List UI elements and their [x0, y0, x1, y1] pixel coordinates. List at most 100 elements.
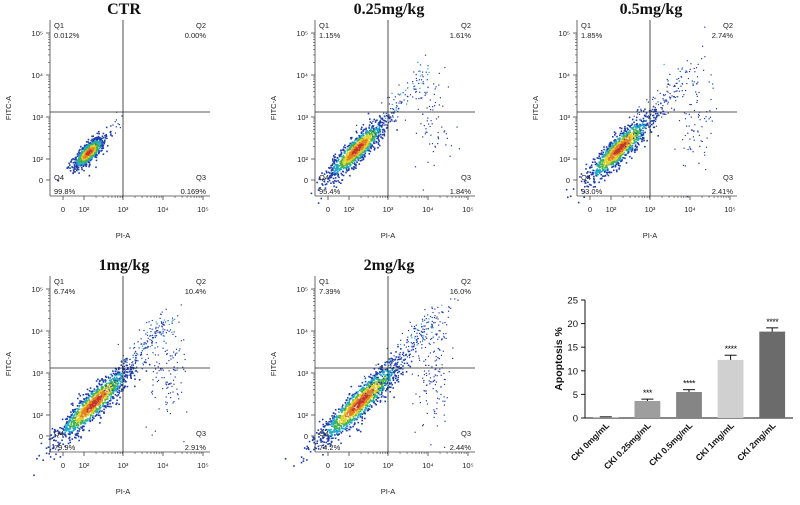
quadrant-q3-name: Q3: [461, 173, 471, 182]
y-tick-label: 10²: [32, 411, 43, 420]
x-tick-label: 0: [588, 205, 592, 214]
quadrant-q1-name: Q1: [319, 277, 329, 286]
significance-marker: ****: [683, 379, 696, 389]
x-tick-label: 0: [326, 461, 330, 470]
scatter-points: [284, 298, 459, 467]
quadrant-q2-value: 2.74%: [712, 31, 734, 40]
panel-title: 0.5mg/kg: [620, 1, 683, 18]
x-tick-label: 10²: [344, 461, 355, 470]
significance-marker: ****: [725, 344, 738, 354]
x-tick-label: 0: [326, 205, 330, 214]
x-tick-label: 10³: [383, 205, 394, 214]
bar-y-tick-label: 0: [573, 414, 578, 425]
scatter-points: [565, 26, 718, 204]
y-tick-label: 10⁵: [32, 29, 43, 38]
quadrant-q1-value: 7.39%: [319, 287, 341, 296]
bar: [717, 359, 744, 418]
x-tick-label: 10⁵: [462, 461, 473, 470]
bar-y-tick-label: 20: [567, 319, 578, 330]
y-tick-label: 10²: [559, 155, 570, 164]
scatter-points: [33, 304, 188, 477]
y-tick-label: 0: [39, 176, 43, 185]
y-tick-label: 10⁵: [32, 285, 43, 294]
quadrant-q3-name: Q3: [723, 173, 733, 182]
quadrant-q2-name: Q2: [461, 21, 471, 30]
x-tick-label: 10³: [118, 461, 129, 470]
quadrant-q1-value: 0.012%: [54, 31, 80, 40]
significance-marker: ****: [766, 317, 779, 327]
quadrant-q1-name: Q1: [319, 21, 329, 30]
quadrant-q3-value: 2.44%: [450, 443, 472, 452]
quadrant-q2-value: 1.61%: [450, 31, 472, 40]
apoptosis-bar-chart: 0 5 10 15 20 25 Apoptosis % CKI 0mg/mL *** CKI 0.…: [553, 296, 793, 471]
quadrant-q3-name: Q3: [196, 429, 206, 438]
x-tick-label: 10³: [118, 205, 129, 214]
bar-y-tick-label: 10: [567, 366, 578, 377]
quadrant-q3-value: 2.91%: [185, 443, 207, 452]
bar-category-label: CKI 1mg/mL: [693, 420, 736, 463]
quadrant-q2-name: Q2: [461, 277, 471, 286]
y-axis-label: FITC-A: [531, 96, 540, 120]
flow-plot-0-5mg: 0.5mg/kg 0 10² 10³ 10⁴ 10⁵ 0 10² 10³ 10⁴ 10⁵ PI-A F…: [531, 1, 737, 240]
y-tick-label: 10³: [297, 369, 308, 378]
y-tick-label: 10³: [32, 113, 43, 122]
quadrant-q4-value: 95.4%: [319, 187, 341, 196]
panel-title: 1mg/kg: [99, 257, 150, 274]
x-tick-label: 10²: [344, 205, 355, 214]
x-tick-label: 10²: [606, 205, 617, 214]
quadrant-q2-name: Q2: [723, 21, 733, 30]
x-tick-label: 10⁴: [422, 461, 434, 470]
y-axis-label: FITC-A: [4, 352, 13, 376]
x-tick-label: 10⁴: [157, 461, 169, 470]
quadrant-q2-name: Q2: [196, 21, 206, 30]
y-tick-label: 10⁴: [296, 71, 308, 80]
bar-category-label: CKI 2mg/mL: [735, 420, 778, 463]
x-tick-label: 0: [61, 205, 65, 214]
quadrant-q4-value: 79.9%: [54, 443, 76, 452]
flow-plot-2mg: 2mg/kg 0 10² 10³ 10⁴ 10⁵ 0 10² 10³ 10⁴ 10⁵ PI-A FIT…: [269, 257, 475, 496]
y-tick-label: 10²: [32, 155, 43, 164]
y-tick-label: 10³: [559, 113, 570, 122]
x-axis-label: PI-A: [381, 231, 396, 240]
significance-marker: ***: [643, 388, 653, 398]
quadrant-q2-name: Q2: [196, 277, 206, 286]
y-tick-label: 10⁵: [297, 29, 308, 38]
y-tick-label: 10²: [297, 155, 308, 164]
y-tick-label: 10²: [297, 411, 308, 420]
panel-title: CTR: [107, 1, 141, 18]
x-axis-label: PI-A: [116, 231, 131, 240]
x-tick-label: 10³: [645, 205, 656, 214]
x-tick-label: 10²: [79, 461, 90, 470]
x-tick-label: 10⁵: [197, 461, 208, 470]
y-tick-label: 10⁴: [558, 71, 570, 80]
bar-y-tick-label: 15: [567, 343, 578, 354]
x-tick-label: 10³: [383, 461, 394, 470]
x-axis-label: PI-A: [116, 487, 131, 496]
quadrant-q3-value: 2.41%: [712, 187, 734, 196]
y-tick-label: 10⁵: [559, 29, 570, 38]
quadrant-q3-name: Q3: [461, 429, 471, 438]
bar-y-tick-label: 5: [573, 390, 578, 401]
panel-title: 0.25mg/kg: [354, 1, 425, 18]
quadrant-q1-value: 1.15%: [319, 31, 341, 40]
x-tick-label: 0: [61, 461, 65, 470]
quadrant-q4-name: Q4: [319, 173, 329, 182]
quadrant-q4-value: 93.0%: [581, 187, 603, 196]
flow-plot-0-25mg: 0.25mg/kg 0 10² 10³ 10⁴ 10⁵ 0 10² 10³ 10⁴ 10⁵ PI-A…: [269, 1, 475, 240]
y-axis-label: FITC-A: [4, 96, 13, 120]
y-tick-label: 0: [566, 176, 570, 185]
y-tick-label: 0: [39, 432, 43, 441]
x-axis-label: PI-A: [381, 487, 396, 496]
bar-y-tick-label: 25: [567, 296, 578, 307]
scatter-points: [57, 111, 123, 182]
y-tick-label: 10⁴: [296, 327, 308, 336]
y-tick-label: 10³: [32, 369, 43, 378]
scatter-points: [310, 54, 460, 204]
quadrant-q1-value: 6.74%: [54, 287, 76, 296]
y-tick-label: 10⁴: [31, 327, 43, 336]
bar: [634, 401, 661, 418]
quadrant-q4-name: Q4: [54, 173, 64, 182]
quadrant-q4-name: Q4: [54, 429, 64, 438]
quadrant-q3-value: 0.169%: [181, 187, 207, 196]
quadrant-q4-name: Q4: [581, 173, 591, 182]
